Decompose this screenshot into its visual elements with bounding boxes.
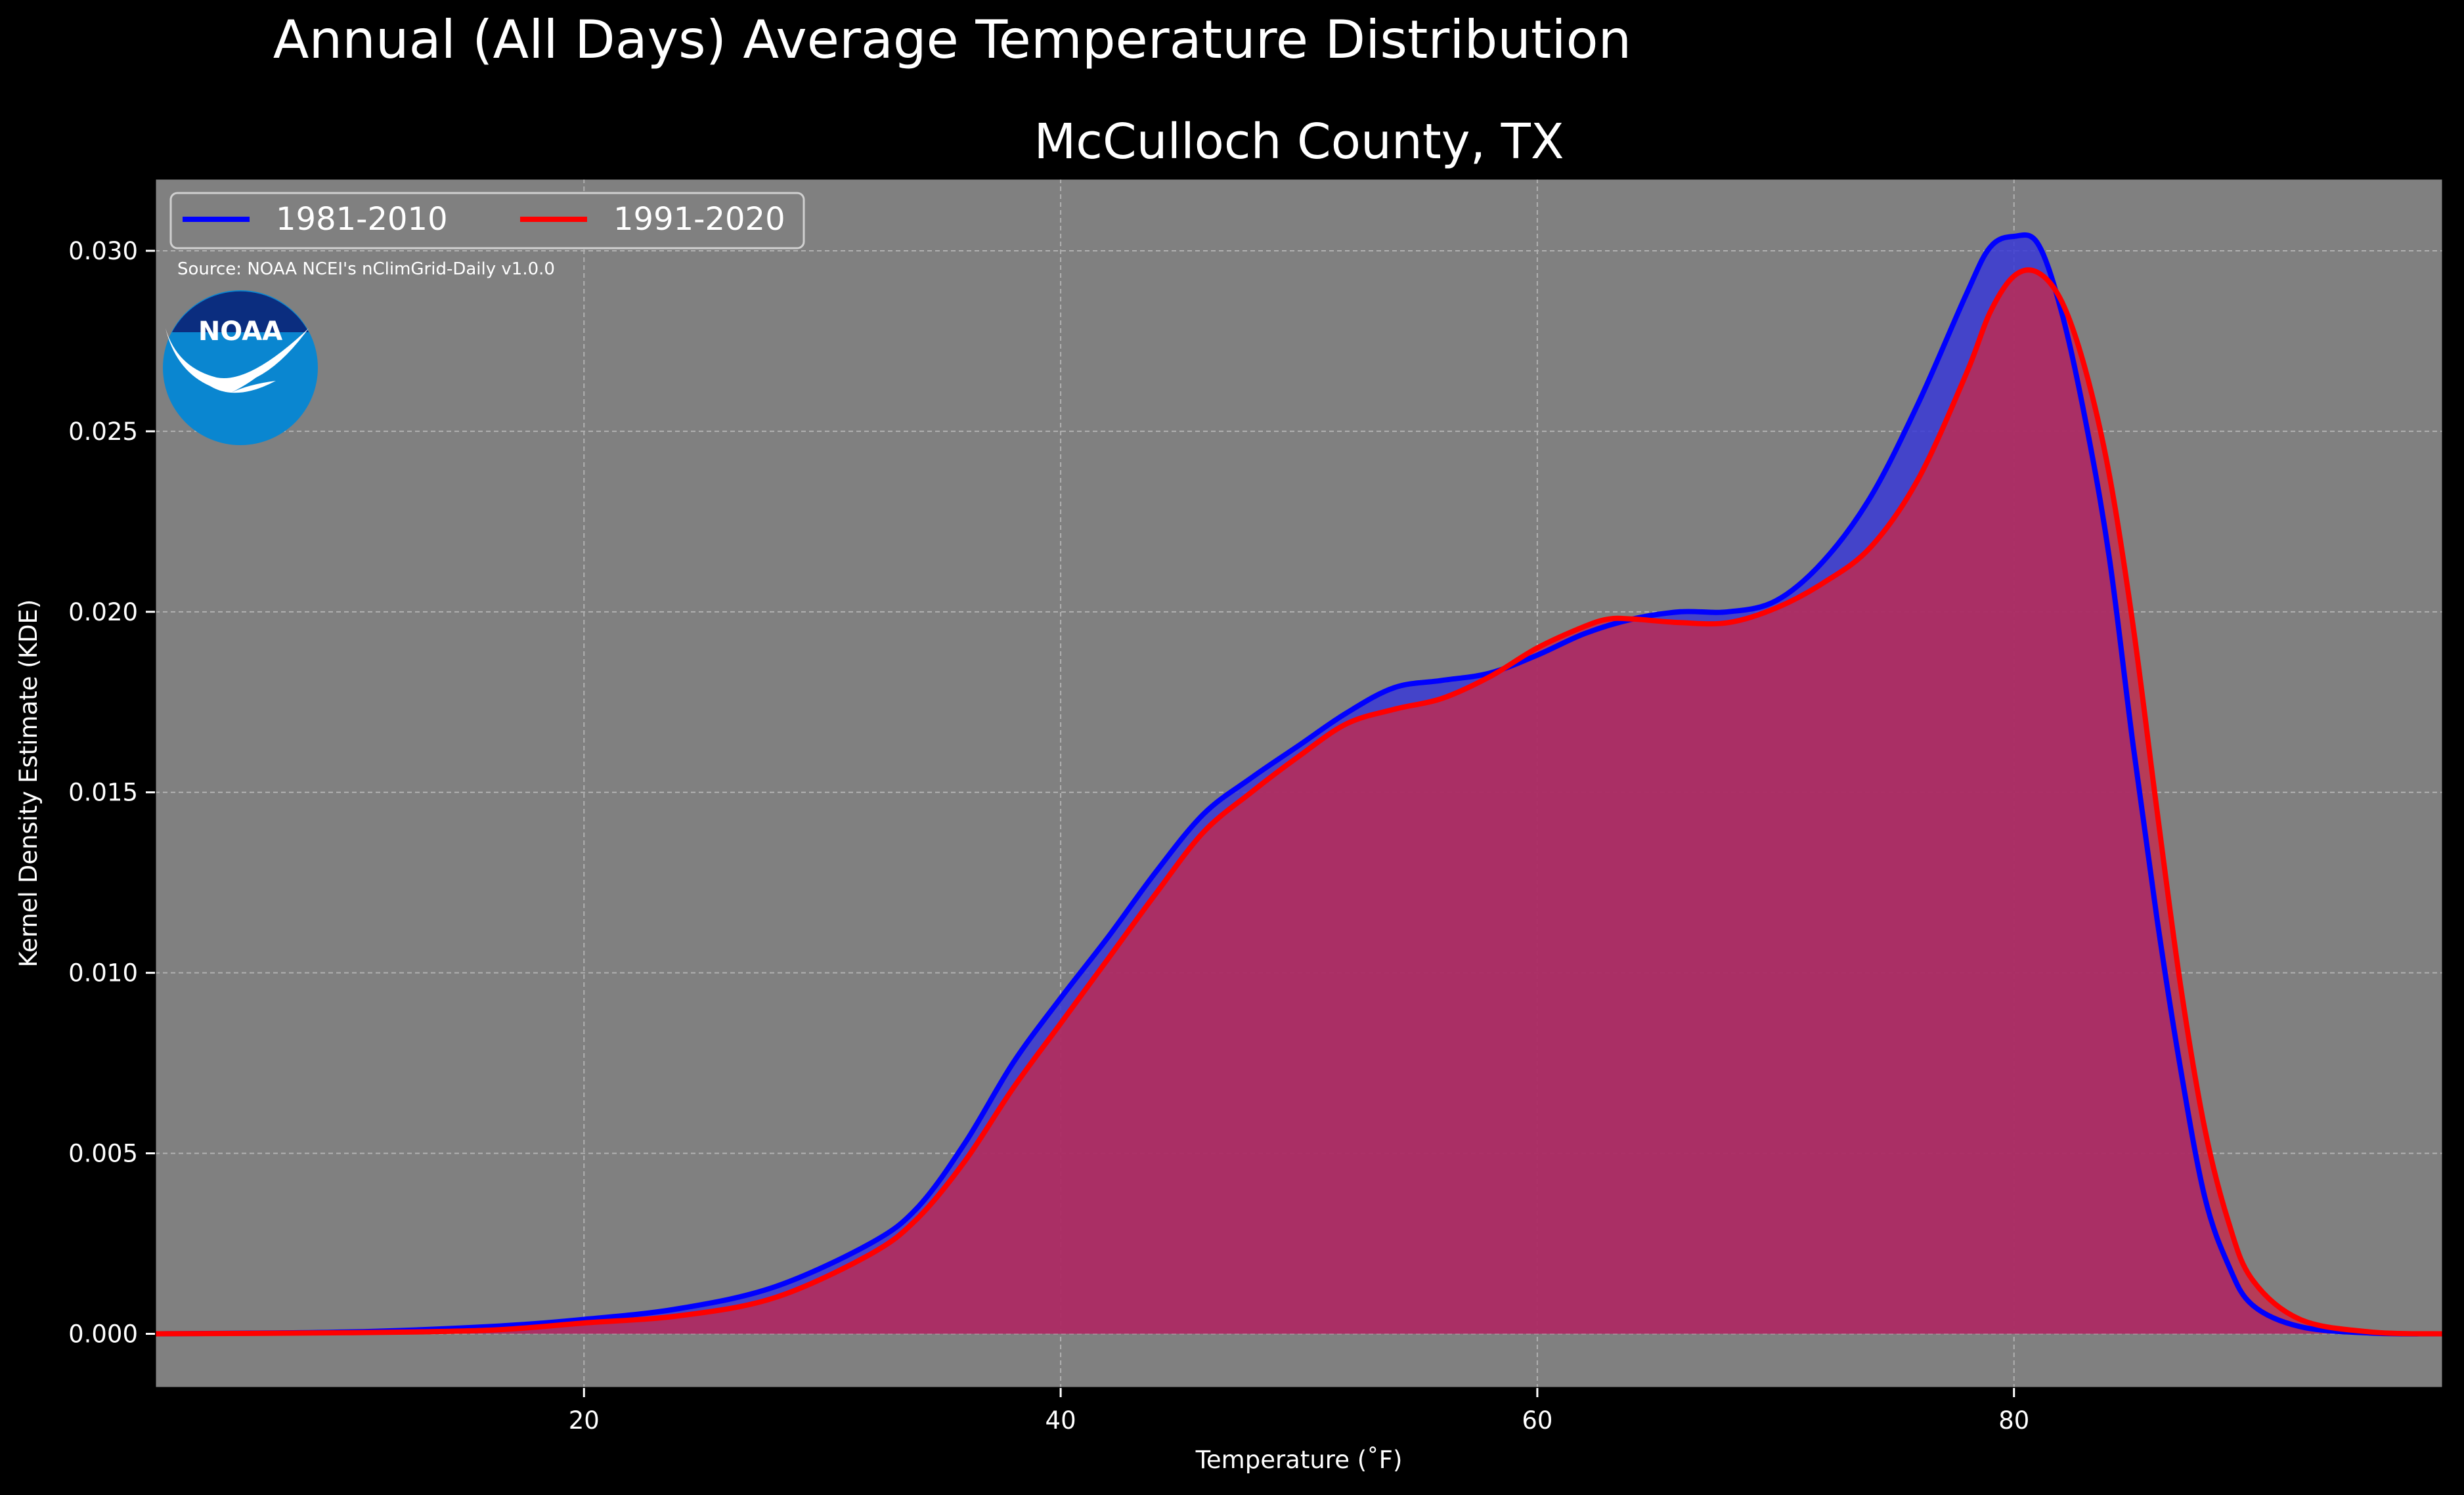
noaa-logo-text: NOAA <box>198 316 282 347</box>
legend-box <box>169 192 805 249</box>
plot-frame <box>154 177 2444 1389</box>
y-tick-label: 0.005 <box>68 1140 138 1168</box>
legend-label-1981-2010: 1981-2010 <box>276 201 448 238</box>
y-tick-label: 0.030 <box>68 237 138 265</box>
line-1991-2020 <box>154 267 2444 1337</box>
x-tick-label: 20 <box>569 1406 600 1435</box>
y-tick-label: 0.015 <box>68 779 138 807</box>
series-layer <box>154 232 2444 1337</box>
chart-subtitle: McCulloch County, TX <box>1034 114 1564 170</box>
chart-title: Annual (All Days) Average Temperature Di… <box>273 9 1631 70</box>
x-axis-label: Temperature (˚F) <box>1195 1446 1403 1474</box>
y-tick-label: 0.010 <box>68 959 138 987</box>
y-tick-label: 0.025 <box>68 418 138 446</box>
legend-label-1991-2020: 1991-2020 <box>613 201 785 238</box>
x-tick-label: 80 <box>1998 1406 2029 1435</box>
source-annotation: Source: NOAA NCEI's nClimGrid-Daily v1.0… <box>177 259 555 279</box>
legend: 1981-2010 1991-2020 <box>169 192 805 249</box>
x-tick-label: 60 <box>1522 1406 1552 1435</box>
x-tick-label: 40 <box>1045 1406 1076 1435</box>
noaa-logo: NOAA <box>163 290 318 445</box>
noaa-logo-top <box>172 291 309 332</box>
area-1991-2020 <box>155 270 2443 1334</box>
y-tick-label: 0.000 <box>68 1320 138 1349</box>
y-axis-label: Kernel Density Estimate (KDE) <box>14 599 43 968</box>
y-tick-label: 0.020 <box>68 598 138 626</box>
axes: 20 40 60 80 0.000 0.005 0.010 0.015 0.020 0.025 0.… <box>68 237 2029 1435</box>
line-1981-2010 <box>154 232 2444 1337</box>
noaa-logo-gull <box>165 328 309 393</box>
